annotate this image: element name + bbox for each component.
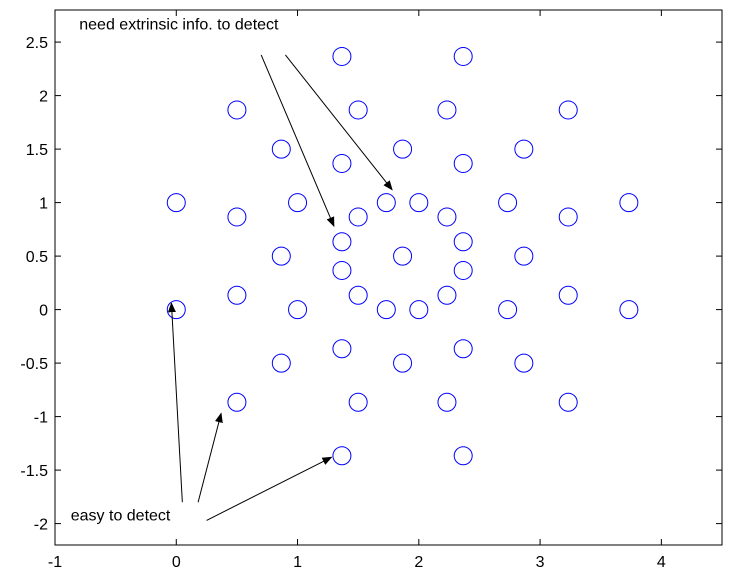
annotation-arrow bbox=[197, 412, 223, 503]
annotation-text: easy to detect bbox=[71, 507, 171, 524]
data-point bbox=[558, 207, 578, 227]
data-point bbox=[227, 207, 247, 227]
data-point bbox=[332, 153, 352, 173]
data-point bbox=[166, 193, 186, 213]
data-point bbox=[619, 300, 639, 320]
x-tick-label: 2 bbox=[414, 554, 423, 571]
data-point bbox=[332, 260, 352, 280]
data-point bbox=[332, 339, 352, 359]
data-point bbox=[558, 285, 578, 305]
data-point bbox=[332, 46, 352, 66]
data-point bbox=[288, 300, 308, 320]
data-point bbox=[332, 446, 352, 466]
data-series bbox=[166, 46, 639, 466]
y-tick-label: -2 bbox=[34, 517, 48, 534]
data-point bbox=[166, 300, 186, 320]
y-axis: -2 -1.5 -1 -0.5 0 0.5 1 1.5 2 2.5 bbox=[20, 35, 722, 534]
y-tick-label: -0.5 bbox=[20, 356, 48, 373]
x-tick-label: 1 bbox=[293, 554, 302, 571]
data-point bbox=[271, 353, 291, 373]
data-point bbox=[453, 446, 473, 466]
data-point bbox=[288, 193, 308, 213]
y-tick-label: 1.5 bbox=[26, 142, 48, 159]
y-tick-label: 2 bbox=[39, 89, 48, 106]
data-point bbox=[376, 193, 396, 213]
data-point bbox=[619, 193, 639, 213]
y-tick-label: 0.5 bbox=[26, 249, 48, 266]
data-point bbox=[332, 232, 352, 252]
data-point bbox=[437, 392, 457, 412]
data-point bbox=[393, 246, 413, 266]
y-tick-label: -1 bbox=[34, 410, 48, 427]
data-point bbox=[348, 207, 368, 227]
annotations: need extrinsic info. to detect easy to de… bbox=[71, 16, 393, 524]
annotation-arrow bbox=[167, 302, 183, 503]
plot-area bbox=[54, 9, 723, 546]
data-point bbox=[498, 193, 518, 213]
x-tick-label: 4 bbox=[657, 554, 666, 571]
data-point bbox=[514, 139, 534, 159]
data-point bbox=[409, 193, 429, 213]
y-tick-label: 1 bbox=[39, 196, 48, 213]
data-point bbox=[348, 100, 368, 120]
data-point bbox=[348, 392, 368, 412]
data-point bbox=[453, 46, 473, 66]
data-point bbox=[348, 285, 368, 305]
y-tick-label: 0 bbox=[39, 303, 48, 320]
data-point bbox=[227, 285, 247, 305]
y-tick-label: -1.5 bbox=[20, 463, 48, 480]
data-point bbox=[376, 300, 396, 320]
data-point bbox=[453, 153, 473, 173]
data-point bbox=[227, 100, 247, 120]
data-point bbox=[514, 246, 534, 266]
x-tick-label: 3 bbox=[536, 554, 545, 571]
data-point bbox=[558, 392, 578, 412]
annotation-arrow bbox=[206, 456, 333, 521]
data-point bbox=[409, 300, 429, 320]
data-point bbox=[271, 139, 291, 159]
annotation-arrow bbox=[260, 54, 335, 228]
data-point bbox=[558, 100, 578, 120]
data-point bbox=[227, 392, 247, 412]
y-tick-label: 2.5 bbox=[26, 35, 48, 52]
data-point bbox=[437, 207, 457, 227]
x-tick-label: 0 bbox=[172, 554, 181, 571]
x-axis: -1 0 1 2 3 4 bbox=[48, 10, 666, 571]
data-point bbox=[514, 353, 534, 373]
data-point bbox=[437, 100, 457, 120]
data-point bbox=[393, 139, 413, 159]
x-tick-label: -1 bbox=[48, 554, 62, 571]
data-point bbox=[453, 232, 473, 252]
data-point bbox=[453, 260, 473, 280]
data-point bbox=[271, 246, 291, 266]
annotation-text: need extrinsic info. to detect bbox=[79, 16, 279, 33]
data-point bbox=[393, 353, 413, 373]
annotation-arrow bbox=[285, 54, 393, 191]
data-point bbox=[437, 285, 457, 305]
data-point bbox=[453, 339, 473, 359]
data-point bbox=[498, 300, 518, 320]
